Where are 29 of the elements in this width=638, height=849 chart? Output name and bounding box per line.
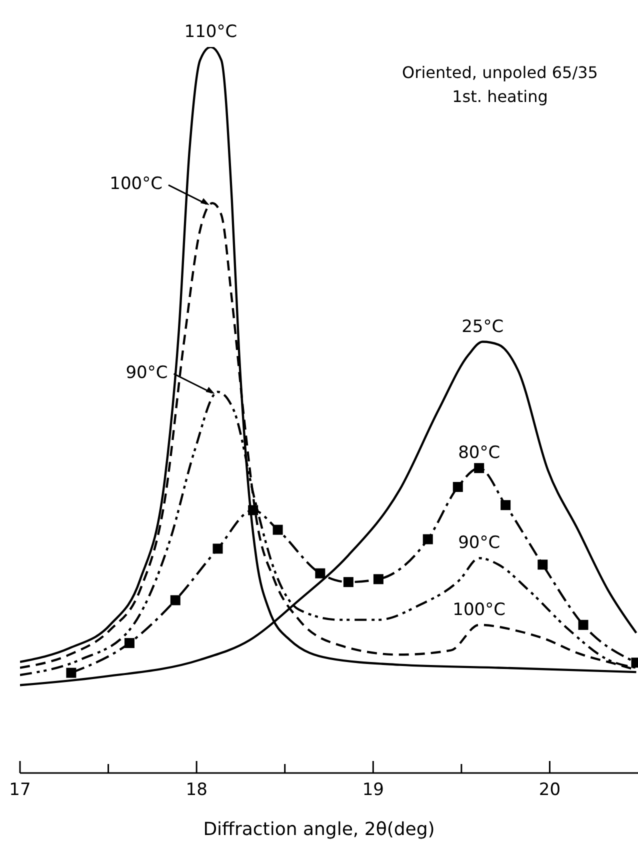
point [422, 534, 433, 544]
point [578, 620, 588, 630]
x-tick-label: 20 [538, 780, 561, 800]
point [538, 560, 548, 570]
x-tick-label: 18 [186, 780, 208, 800]
annotation: 100°C [452, 600, 506, 620]
point [248, 505, 258, 516]
text: 1st. heating [452, 87, 548, 106]
point [500, 500, 511, 510]
point [373, 574, 384, 584]
point [474, 463, 484, 474]
annotation: 25°C [462, 316, 504, 337]
point [272, 524, 283, 535]
text: Oriented, unpoled 65/35 [402, 63, 598, 82]
annotation: 90°C [126, 362, 168, 383]
annotation: 110°C [184, 22, 238, 42]
point [66, 668, 76, 678]
x-tick-label: 17 [9, 780, 31, 800]
annotation: 80°C [458, 443, 500, 464]
x-tick-label: 19 [362, 780, 384, 800]
point [343, 577, 354, 588]
x-axis-title: Diffraction angle, 2θ(deg) [203, 819, 435, 840]
annotation: 100°C [110, 174, 162, 194]
point [124, 638, 134, 648]
point [315, 568, 326, 578]
point [170, 595, 180, 606]
point [212, 544, 223, 554]
point [452, 482, 463, 492]
annotation: 90°C [458, 533, 500, 554]
